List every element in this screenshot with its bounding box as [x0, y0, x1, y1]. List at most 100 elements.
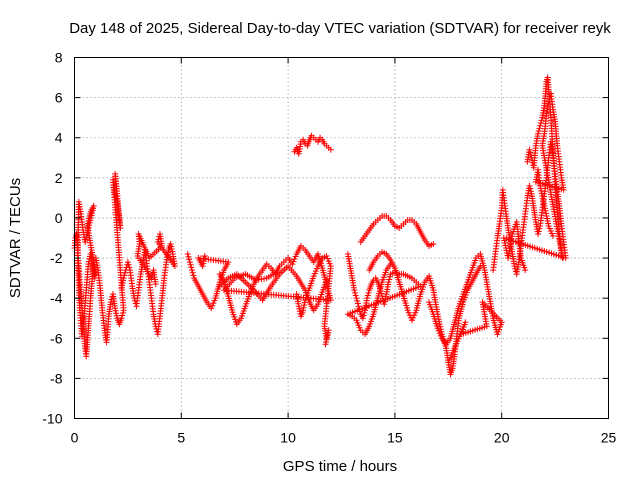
y-tick-label: -2 [50, 250, 63, 266]
data-point [190, 272, 197, 279]
y-tick-label: 8 [55, 50, 63, 66]
data-point [112, 307, 119, 314]
data-point [500, 235, 507, 241]
data-point [535, 228, 542, 235]
data-point [434, 325, 441, 332]
data-point [364, 295, 371, 302]
data-point [258, 276, 265, 283]
data-point [411, 312, 418, 319]
data-point [301, 299, 308, 306]
data-point [119, 312, 126, 319]
data-point [300, 304, 307, 311]
data-point [311, 270, 318, 277]
data-point [112, 305, 119, 312]
data-point [353, 317, 360, 324]
data-point [353, 295, 360, 302]
data-point [404, 307, 411, 314]
data-point [522, 267, 529, 274]
data-point [292, 253, 299, 260]
data-point [126, 264, 133, 271]
data-point [548, 230, 555, 237]
data-point [526, 146, 533, 153]
data-point [325, 258, 332, 265]
data-point [544, 215, 551, 222]
data-point [125, 261, 132, 268]
data-point [537, 182, 544, 189]
data-point [543, 210, 550, 217]
data-point [535, 128, 542, 135]
data-point [301, 302, 308, 309]
data-point [412, 309, 419, 316]
data-point [255, 276, 262, 283]
data-point [291, 256, 298, 263]
data-point [209, 302, 216, 309]
x-tick-label: 10 [280, 430, 296, 446]
data-point [526, 182, 533, 189]
data-point [405, 309, 412, 316]
data-point [430, 241, 437, 248]
data-point [152, 281, 159, 288]
data-point [360, 312, 367, 319]
data-point [352, 292, 359, 299]
data-point [354, 297, 361, 304]
data-point [300, 307, 307, 314]
y-tick-label: -8 [50, 370, 63, 386]
data-point [546, 225, 553, 232]
data-point [543, 212, 550, 219]
data-point [501, 240, 508, 247]
data-point [148, 275, 155, 282]
data-points [71, 74, 569, 378]
data-point [118, 285, 125, 292]
data-point [201, 253, 208, 260]
data-point [168, 243, 175, 250]
data-point [85, 261, 92, 268]
data-point [199, 263, 206, 270]
data-point [355, 303, 362, 310]
data-point [323, 253, 330, 260]
data-point [352, 289, 359, 296]
data-point [436, 318, 443, 325]
data-point [261, 275, 268, 282]
y-tick-label: 6 [55, 90, 63, 106]
data-point [189, 269, 196, 276]
data-point [119, 309, 126, 316]
data-point [310, 273, 317, 280]
data-point [547, 227, 554, 234]
data-point [361, 309, 368, 316]
data-point [386, 273, 393, 280]
data-point [538, 187, 545, 194]
x-tick-label: 25 [601, 430, 617, 446]
data-point [527, 149, 534, 156]
data-point [167, 241, 174, 248]
y-axis-label: SDTVAR / TECUs [7, 178, 24, 298]
data-point [540, 200, 547, 207]
data-point [124, 259, 131, 266]
data-point [120, 277, 127, 284]
data-point [312, 268, 319, 275]
x-axis: 0 5 10 15 20 25 [71, 57, 617, 446]
data-point [185, 253, 192, 260]
y-tick-label: 4 [55, 130, 63, 146]
data-point [118, 315, 125, 322]
data-point [354, 319, 361, 326]
data-point [365, 289, 372, 296]
data-point [211, 297, 218, 304]
data-point [90, 267, 97, 274]
y-tick-label: -4 [50, 290, 63, 306]
data-point [542, 207, 549, 214]
data-point [541, 205, 548, 212]
data-point [184, 251, 191, 258]
data-point [290, 258, 297, 265]
data-point [545, 222, 552, 229]
chart-title: Day 148 of 2025, Sidereal Day-to-day VTE… [69, 20, 611, 37]
data-point [201, 255, 208, 262]
data-point [121, 272, 128, 279]
data-point [186, 259, 193, 266]
data-point [545, 220, 552, 227]
data-point [359, 315, 366, 322]
data-point [538, 190, 545, 197]
data-point [435, 327, 442, 334]
data-point [445, 359, 452, 366]
data-point [536, 225, 543, 232]
